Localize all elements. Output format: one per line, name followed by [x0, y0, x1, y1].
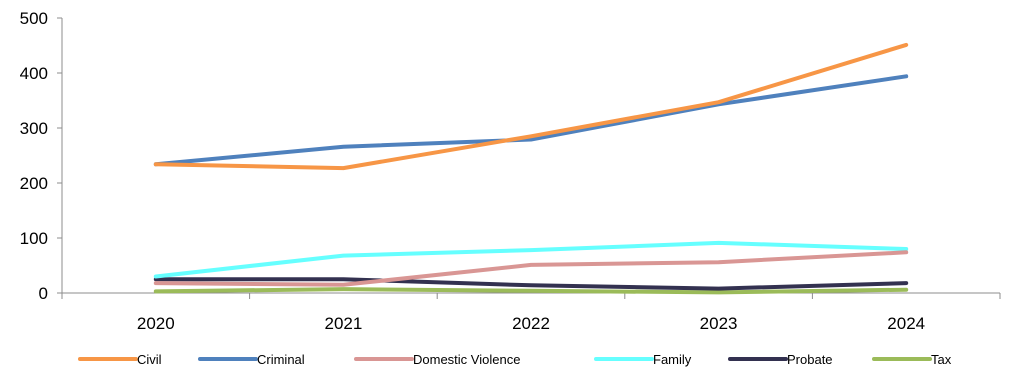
legend-label-criminal: Criminal: [257, 352, 305, 367]
legend-label-tax: Tax: [931, 352, 952, 367]
legend-label-probate: Probate: [787, 352, 833, 367]
series-line-tax: [153, 287, 909, 295]
series-lines: [153, 42, 909, 295]
series-line-civil: [153, 42, 909, 171]
legend-label-civil: Civil: [137, 352, 162, 367]
y-tick-label: 0: [39, 284, 48, 303]
x-tick-label: 2023: [700, 314, 738, 333]
x-tick-label: 2024: [887, 314, 925, 333]
series-line-domestic-violence: [153, 250, 909, 287]
legend: Civil Criminal Domestic Violence Family Prob…: [78, 352, 952, 367]
series-line-criminal: [153, 74, 909, 167]
y-tick-label: 300: [20, 119, 48, 138]
legend-label-domestic-violence: Domestic Violence: [413, 352, 520, 367]
y-tick-label: 100: [20, 229, 48, 248]
series-line-probate: [153, 277, 909, 291]
y-tick-label: 500: [20, 9, 48, 28]
x-tick-label: 2022: [512, 314, 550, 333]
x-tick-label: 2021: [324, 314, 362, 333]
y-tick-label: 200: [20, 174, 48, 193]
x-tick-label: 2020: [137, 314, 175, 333]
legend-label-family: Family: [653, 352, 692, 367]
series-line-family: [153, 240, 909, 279]
y-tick-label: 400: [20, 64, 48, 83]
axes: 0 100 200 300 400 500 2020 2021 2022 2023 2024: [20, 9, 1001, 333]
